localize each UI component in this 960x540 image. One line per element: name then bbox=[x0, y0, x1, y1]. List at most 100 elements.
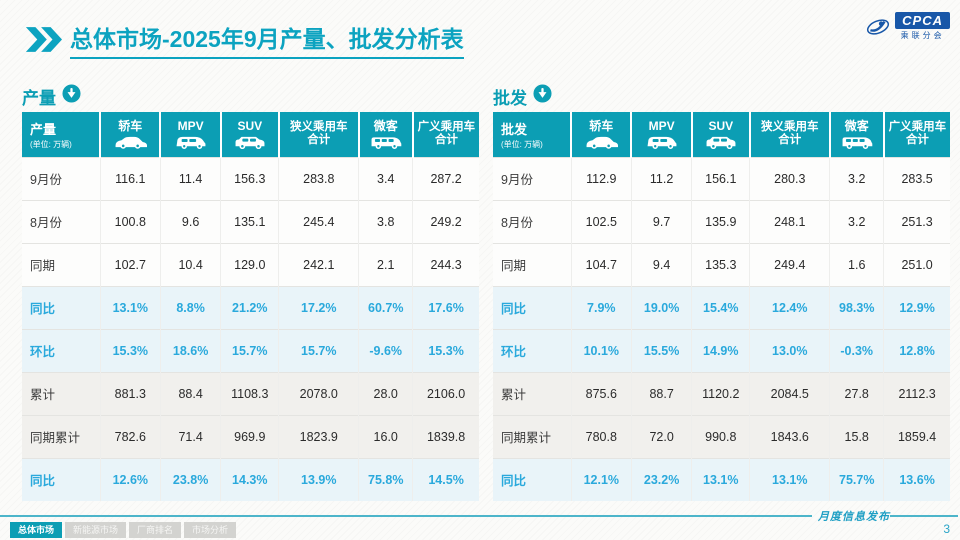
column-header: 微客 bbox=[829, 112, 885, 157]
page-title: 总体市场-2025年9月产量、批发分析表 bbox=[70, 20, 464, 59]
double-chevron-icon bbox=[25, 27, 62, 52]
table-cell: 251.0 bbox=[883, 242, 950, 286]
table-cell: 17.2% bbox=[278, 285, 360, 329]
table-title: 批发 bbox=[501, 121, 528, 137]
column-header-label: MPV bbox=[177, 118, 204, 133]
table-cell: 11.4 bbox=[160, 156, 222, 200]
table-unit: (单位: 万辆) bbox=[501, 139, 543, 149]
table-header-row: 产量 (单位: 万辆) 轿车 MPV SUV 狭义乘用车合计 微客 广义乘用车合计 bbox=[22, 112, 479, 157]
page-title-prefix: 总体市场 bbox=[70, 26, 162, 52]
table-cell: 16.0 bbox=[358, 414, 414, 458]
table-cell: 12.4% bbox=[749, 285, 831, 329]
tables-area: 产量 产量 (单位: 万辆) 轿车 MPV SUV 狭义乘用车合计 微客 广义乘用车合… bbox=[22, 84, 950, 501]
column-header: 微客 bbox=[358, 112, 414, 157]
table-cell: 15.5% bbox=[631, 328, 693, 372]
table-cell: 15.3% bbox=[412, 328, 479, 372]
table-cell: 135.3 bbox=[691, 242, 751, 286]
table-cell: 102.7 bbox=[100, 242, 161, 286]
row-label: 环比 bbox=[22, 328, 101, 372]
table-cell: 9.4 bbox=[631, 242, 693, 286]
table-cell: 244.3 bbox=[412, 242, 479, 286]
row-label: 同比 bbox=[22, 457, 101, 501]
table-cell: 88.7 bbox=[631, 371, 693, 415]
table-cell: 2.1 bbox=[358, 242, 414, 286]
table-cell: 245.4 bbox=[278, 199, 360, 243]
table-title-cell: 批发 (单位: 万辆) bbox=[493, 112, 573, 157]
table-row: 同期累计 782.6 71.4 969.9 1823.9 16.0 1839.8 bbox=[22, 414, 479, 458]
footer-note: 月度信息发布 bbox=[818, 511, 890, 523]
table-cell: 1.6 bbox=[829, 242, 885, 286]
table-cell: 3.2 bbox=[829, 199, 885, 243]
column-header-label: 轿车 bbox=[589, 118, 614, 133]
table-cell: 1823.9 bbox=[278, 414, 360, 458]
footer-tabs: 总体市场 新能源市场 厂商排名 市场分析 bbox=[10, 522, 237, 538]
table-row: 累计 881.3 88.4 1108.3 2078.0 28.0 2106.0 bbox=[22, 371, 479, 415]
row-label: 环比 bbox=[493, 328, 572, 372]
column-header: 广义乘用车合计 bbox=[412, 112, 479, 157]
column-header-label: 轿车 bbox=[118, 118, 143, 133]
table-row: 同期 102.7 10.4 129.0 242.1 2.1 244.3 bbox=[22, 242, 479, 286]
table-cell: 881.3 bbox=[100, 371, 161, 415]
row-label: 累计 bbox=[493, 371, 572, 415]
table-cell: 100.8 bbox=[100, 199, 161, 243]
table-row: 8月份 100.8 9.6 135.1 245.4 3.8 249.2 bbox=[22, 199, 479, 243]
table-row: 环比 15.3% 18.6% 15.7% 15.7% -9.6% 15.3% bbox=[22, 328, 479, 372]
page-title-rest: -2025年9月产量、批发分析表 bbox=[162, 26, 464, 52]
suv-icon bbox=[706, 136, 736, 149]
section-title-text: 批发 bbox=[493, 88, 527, 108]
table-cell: 2084.5 bbox=[749, 371, 831, 415]
column-header-label: 微客 bbox=[844, 118, 869, 133]
table-cell: 98.3% bbox=[829, 285, 885, 329]
table-cell: 3.4 bbox=[358, 156, 414, 200]
section-title-text: 产量 bbox=[22, 88, 56, 108]
footer-tab-nev-market: 新能源市场 bbox=[65, 522, 127, 538]
table-cell: 102.5 bbox=[571, 199, 632, 243]
table-cell: 2112.3 bbox=[883, 371, 950, 415]
table-cell: 13.6% bbox=[883, 457, 950, 501]
table-row: 同比 13.1% 8.8% 21.2% 17.2% 60.7% 17.6% bbox=[22, 285, 479, 329]
table-cell: 104.7 bbox=[571, 242, 632, 286]
circle-down-icon bbox=[533, 84, 552, 108]
table-header-row: 批发 (单位: 万辆) 轿车 MPV SUV 狭义乘用车合计 微客 广义乘用车合计 bbox=[493, 112, 950, 157]
table-row: 同比 12.1% 23.2% 13.1% 13.1% 75.7% 13.6% bbox=[493, 457, 950, 501]
table-cell: 3.8 bbox=[358, 199, 414, 243]
column-header-label: 狭义乘用车合计 bbox=[761, 121, 819, 147]
table-cell: 13.0% bbox=[749, 328, 831, 372]
table-cell: 249.2 bbox=[412, 199, 479, 243]
cpca-logo: CPCA 乘联分会 bbox=[865, 12, 950, 41]
column-header-label: SUV bbox=[237, 118, 263, 133]
row-label: 同期累计 bbox=[493, 414, 572, 458]
table-cell: 12.9% bbox=[883, 285, 950, 329]
microvan-icon bbox=[842, 136, 873, 149]
row-label: 同期累计 bbox=[22, 414, 101, 458]
cpca-logo-text: CPCA bbox=[895, 12, 950, 29]
table-row: 同期累计 780.8 72.0 990.8 1843.6 15.8 1859.4 bbox=[493, 414, 950, 458]
table-cell: 13.1% bbox=[100, 285, 161, 329]
circle-down-icon bbox=[62, 84, 81, 103]
table-cell: 280.3 bbox=[749, 156, 831, 200]
table-cell: 12.1% bbox=[571, 457, 632, 501]
table-cell: 129.0 bbox=[220, 242, 280, 286]
table-cell: 12.8% bbox=[883, 328, 950, 372]
table-cell: 156.3 bbox=[220, 156, 280, 200]
circle-down-icon bbox=[533, 84, 552, 103]
circle-down-icon bbox=[62, 84, 81, 108]
table-cell: 14.9% bbox=[691, 328, 751, 372]
table-cell: 9.7 bbox=[631, 199, 693, 243]
table-cell: 18.6% bbox=[160, 328, 222, 372]
table-cell: 283.5 bbox=[883, 156, 950, 200]
table-cell: 242.1 bbox=[278, 242, 360, 286]
table-cell: 11.2 bbox=[631, 156, 693, 200]
table-cell: 1120.2 bbox=[691, 371, 751, 415]
row-label: 同比 bbox=[493, 285, 572, 329]
table-cell: 17.6% bbox=[412, 285, 479, 329]
table-cell: 15.4% bbox=[691, 285, 751, 329]
column-header-label: 狭义乘用车合计 bbox=[290, 121, 348, 147]
table-cell: 249.4 bbox=[749, 242, 831, 286]
table-row: 8月份 102.5 9.7 135.9 248.1 3.2 251.3 bbox=[493, 199, 950, 243]
column-header: 狭义乘用车合计 bbox=[278, 112, 360, 157]
slide-header: 总体市场-2025年9月产量、批发分析表 bbox=[24, 20, 464, 59]
microvan-icon bbox=[371, 136, 402, 149]
table-title-cell: 产量 (单位: 万辆) bbox=[22, 112, 102, 157]
row-label: 8月份 bbox=[493, 199, 572, 243]
